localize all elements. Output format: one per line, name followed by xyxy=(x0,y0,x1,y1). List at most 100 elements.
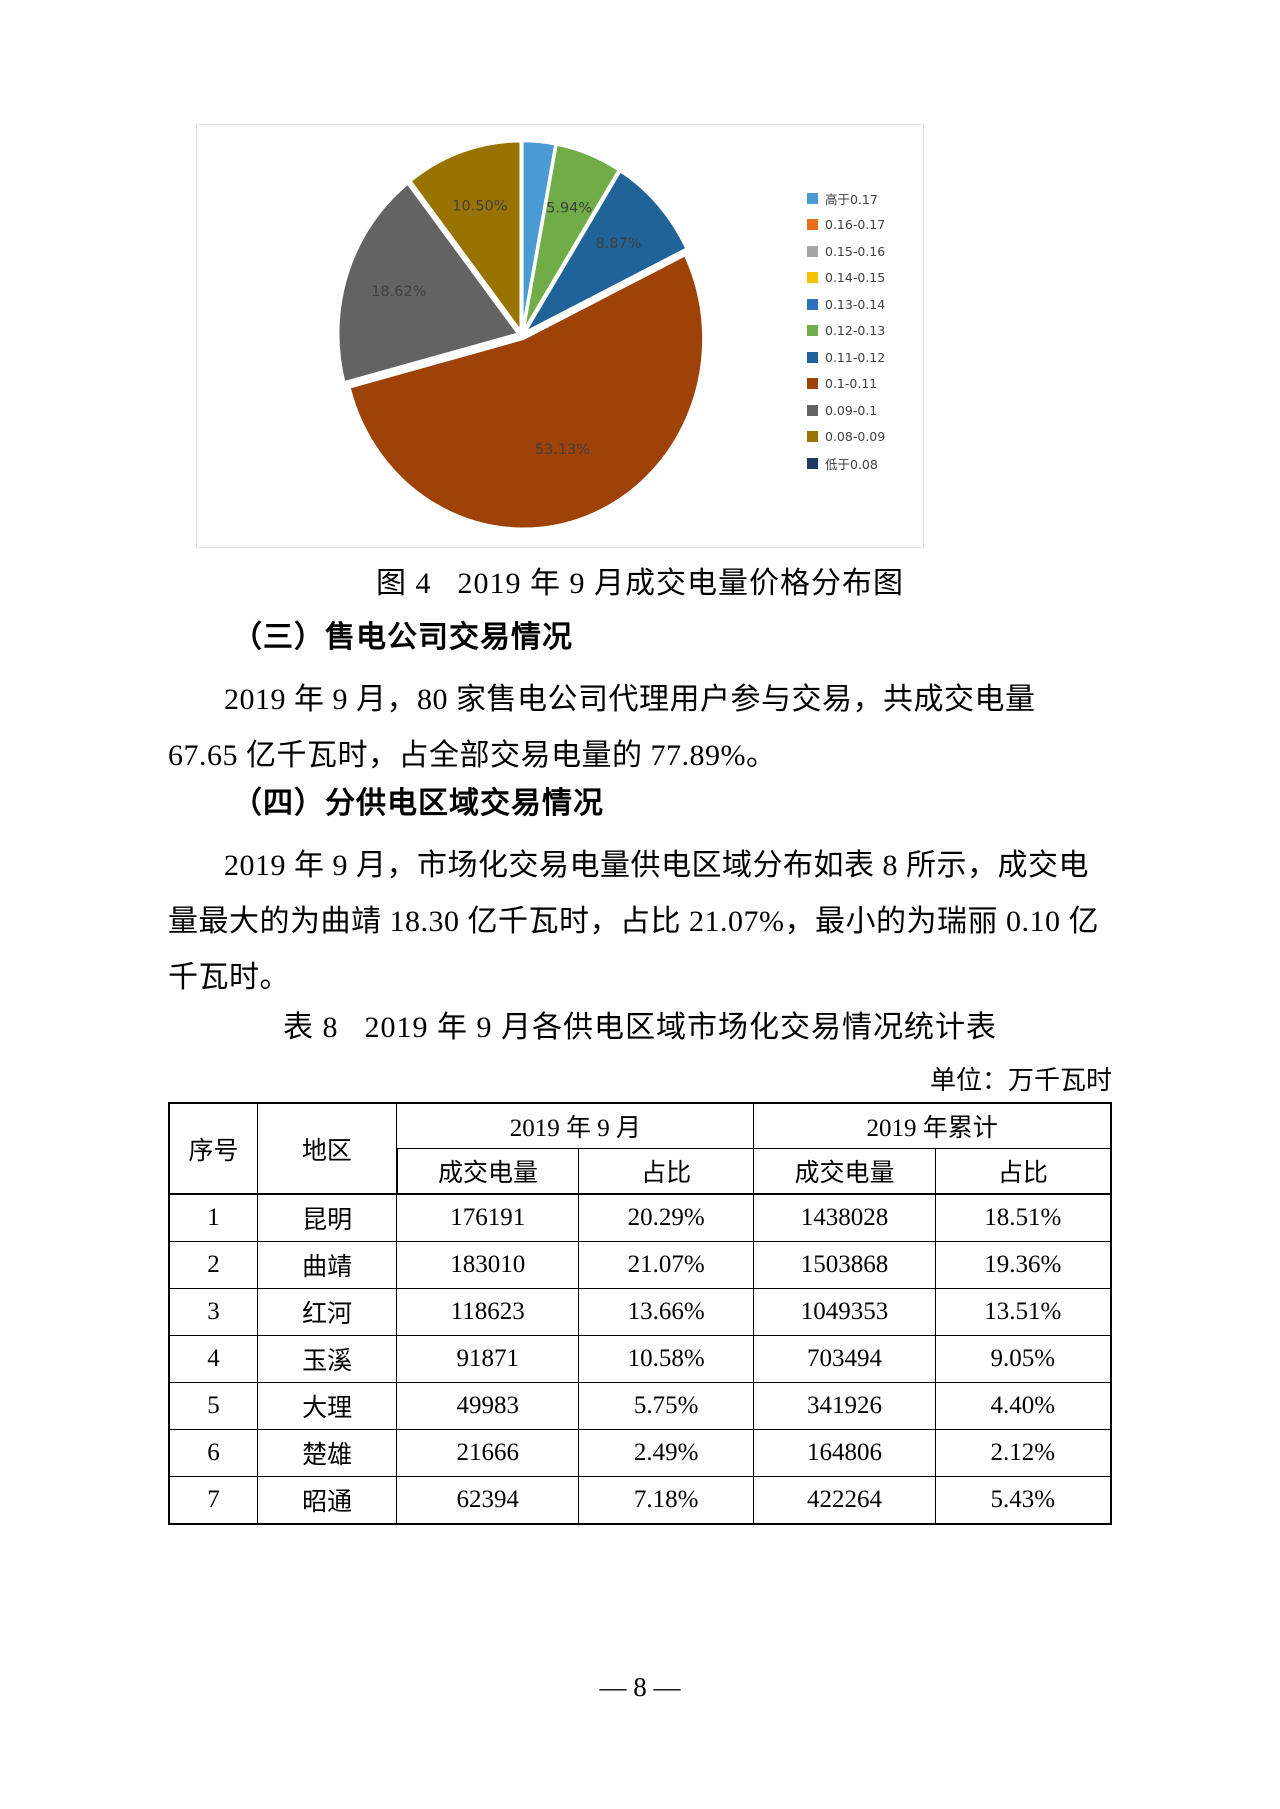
cell-area: 昭通 xyxy=(256,1476,398,1525)
section-heading-three: （三）售电公司交易情况 xyxy=(232,621,573,654)
cell-year-amount: 1503868 xyxy=(753,1241,936,1289)
header-year-percent: 占比 xyxy=(934,1148,1112,1195)
cell-month-amount: 62394 xyxy=(396,1476,580,1525)
chart-legend: 高于0.17 0.16-0.17 0.15-0.16 0.14-0.15 0.13-0.… xyxy=(807,185,925,477)
table-row: 4 玉溪 91871 10.58% 703494 9.05% xyxy=(167,1335,1112,1383)
legend-swatch-icon xyxy=(807,219,818,231)
table-unit-label: 单位：万千瓦时 xyxy=(929,1066,1112,1095)
cell-month-percent: 7.18% xyxy=(578,1476,755,1525)
legend-swatch-icon xyxy=(807,431,818,443)
pie-slice-label: 53.13% xyxy=(535,442,590,458)
legend-item-label: 0.11-0.12 xyxy=(825,349,886,365)
legend-swatch-icon xyxy=(807,298,818,310)
pie-slice xyxy=(522,143,621,332)
header-month-amount: 成交电量 xyxy=(395,1148,580,1195)
pie-slice-label: 8.87% xyxy=(595,236,641,252)
table-header-row-top: 序号 地区 2019 年 9 月 2019 年累计 xyxy=(167,1102,1113,1195)
table-row: 7 昭通 62394 7.18% 422264 5.43% xyxy=(167,1476,1112,1525)
cell-index: 6 xyxy=(167,1429,258,1477)
legend-item-label: 低于0.08 xyxy=(825,456,878,472)
cell-area: 楚雄 xyxy=(256,1429,398,1477)
cell-area: 玉溪 xyxy=(256,1335,398,1383)
legend-item-label: 0.12-0.13 xyxy=(825,323,886,339)
legend-swatch-icon xyxy=(807,325,818,337)
table-header-row-bottom: 成交电量 占比 成交电量 占比 xyxy=(169,1148,1112,1195)
legend-item-label: 0.08-0.09 xyxy=(825,429,886,445)
cell-month-percent: 13.66% xyxy=(578,1288,755,1336)
header-group-month: 2019 年 9 月 xyxy=(396,1102,755,1149)
section-paragraph-three: 2019 年 9 月，80 家售电公司代理用户参与交易，共成交电量 67.65 … xyxy=(168,672,1112,784)
legend-item-label: 0.16-0.17 xyxy=(825,217,886,233)
cell-month-percent: 10.58% xyxy=(578,1335,755,1383)
pie-slice-label: 10.50% xyxy=(452,198,507,214)
pie-svg: 5.94% 8.87% 53.13% 18.62% 10.50% xyxy=(337,139,705,530)
pie-slice-label: 18.62% xyxy=(371,284,426,300)
legend-item: 0.14-0.15 xyxy=(807,265,925,292)
table-caption: 表 8 2019 年 9 月各供电区域市场化交易情况统计表 xyxy=(0,1002,1280,1046)
cell-month-amount: 21666 xyxy=(396,1429,580,1477)
cell-year-amount: 164806 xyxy=(753,1429,936,1477)
cell-month-amount: 118623 xyxy=(396,1288,580,1336)
table-row: 1 昆明 176191 20.29% 1438028 18.51% xyxy=(167,1193,1112,1242)
legend-swatch-icon xyxy=(807,351,818,363)
figure-caption: 图 4 2019 年 9 月成交电量价格分布图 xyxy=(0,558,1280,602)
pie-slice xyxy=(408,139,522,336)
pie-slice-label: 5.94% xyxy=(546,200,592,216)
table-caption-text: 2019 年 9 月各供电区域市场化交易情况统计表 xyxy=(364,1011,997,1044)
header-group-year: 2019 年累计 xyxy=(753,1102,1113,1149)
cell-area: 昆明 xyxy=(256,1193,398,1242)
cell-month-amount: 176191 xyxy=(396,1193,580,1242)
figure-caption-text: 2019 年 9 月成交电量价格分布图 xyxy=(457,567,904,600)
cell-area: 曲靖 xyxy=(256,1241,398,1289)
legend-swatch-icon xyxy=(807,457,818,469)
legend-item-label: 0.13-0.14 xyxy=(825,296,886,312)
cell-year-percent: 4.40% xyxy=(934,1382,1112,1430)
cell-index: 2 xyxy=(167,1241,258,1289)
cell-year-percent: 18.51% xyxy=(934,1193,1112,1242)
pie-slice xyxy=(337,181,521,384)
pie-slice xyxy=(347,253,705,530)
legend-item-label: 0.1-0.11 xyxy=(825,376,878,392)
pie-chart-canvas: 5.94% 8.87% 53.13% 18.62% 10.50% xyxy=(307,135,737,535)
legend-item: 高于0.17 xyxy=(807,185,925,212)
cell-year-amount: 341926 xyxy=(753,1382,936,1430)
figure-caption-prefix: 图 4 xyxy=(376,567,432,600)
legend-item: 0.08-0.09 xyxy=(807,424,925,451)
legend-item: 0.12-0.13 xyxy=(807,318,925,345)
page-footer: — 8 — xyxy=(599,1672,681,1702)
legend-item-label: 高于0.17 xyxy=(825,191,878,207)
cell-year-percent: 9.05% xyxy=(934,1335,1112,1383)
paragraph-four-text: 2019 年 9 月，市场化交易电量供电区域分布如表 8 所示，成交电量最大的为… xyxy=(168,849,1099,994)
table-head: 序号 地区 2019 年 9 月 2019 年累计 成交电量 占比 成交电量 占… xyxy=(167,1102,1113,1195)
paragraph-three-text: 2019 年 9 月，80 家售电公司代理用户参与交易，共成交电量 67.65 … xyxy=(168,683,1036,772)
cell-index: 7 xyxy=(167,1476,258,1525)
legend-swatch-icon xyxy=(807,192,818,204)
pie-slice xyxy=(521,169,689,336)
chart-inner: 5.94% 8.87% 53.13% 18.62% 10.50% 高于0.17 0.16-… xyxy=(197,125,923,547)
cell-index: 4 xyxy=(167,1335,258,1383)
pie-slice-labels: 5.94% 8.87% 53.13% 18.62% 10.50% xyxy=(371,198,641,458)
cell-month-amount: 49983 xyxy=(396,1382,580,1430)
section-heading-four: （四）分供电区域交易情况 xyxy=(232,787,604,820)
cell-year-percent: 5.43% xyxy=(934,1476,1112,1525)
header-area: 地区 xyxy=(256,1102,398,1195)
supply-area-statistics-table: 序号 地区 2019 年 9 月 2019 年累计 成交电量 占比 成交电量 占… xyxy=(167,1102,1113,1525)
table-body: 1 昆明 176191 20.29% 1438028 18.51% 2 曲靖 183010 21.… xyxy=(167,1193,1112,1525)
legend-item: 0.13-0.14 xyxy=(807,291,925,318)
section-paragraph-four: 2019 年 9 月，市场化交易电量供电区域分布如表 8 所示，成交电量最大的为… xyxy=(168,838,1112,1006)
legend-item-label: 0.14-0.15 xyxy=(825,270,886,286)
legend-item: 0.09-0.1 xyxy=(807,397,925,424)
cell-month-amount: 183010 xyxy=(396,1241,580,1289)
legend-swatch-icon xyxy=(807,272,818,284)
cell-area: 红河 xyxy=(256,1288,398,1336)
legend-item-label: 0.09-0.1 xyxy=(825,402,878,418)
legend-item: 0.15-0.16 xyxy=(807,238,925,265)
table-row: 6 楚雄 21666 2.49% 164806 2.12% xyxy=(167,1429,1112,1477)
pie-chart-figure: 5.94% 8.87% 53.13% 18.62% 10.50% 高于0.17 0.16-… xyxy=(196,124,924,548)
legend-swatch-icon xyxy=(807,245,818,257)
cell-year-percent: 19.36% xyxy=(934,1241,1112,1289)
header-index: 序号 xyxy=(167,1102,258,1195)
legend-item: 0.11-0.12 xyxy=(807,344,925,371)
cell-index: 1 xyxy=(167,1193,258,1242)
